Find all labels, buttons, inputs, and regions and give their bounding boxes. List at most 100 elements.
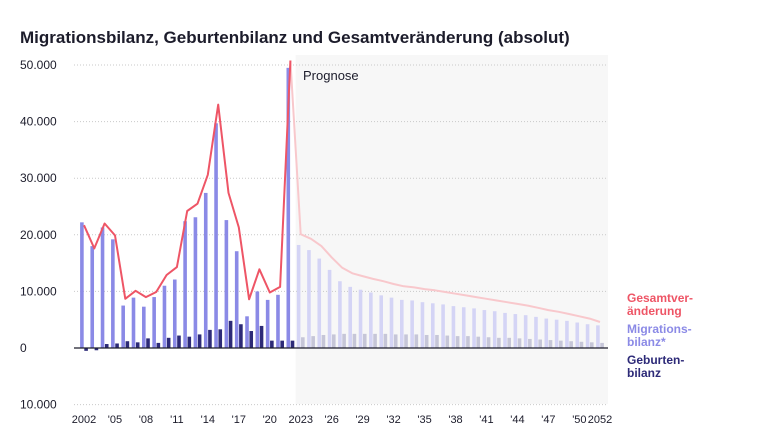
bar-geburtenbilanz-2020 (270, 340, 274, 348)
x-tick-label-2017: '17 (232, 414, 246, 426)
bar-migrationsbilanz-2052 (596, 325, 600, 348)
bar-geburtenbilanz-2035 (424, 334, 429, 348)
bar-geburtenbilanz-2003 (94, 348, 99, 351)
bar-geburtenbilanz-2024 (311, 336, 315, 348)
bar-migrationsbilanz-2034 (410, 300, 414, 348)
bar-geburtenbilanz-2036 (435, 334, 439, 348)
bar-migrationsbilanz-2006 (121, 305, 125, 348)
bar-geburtenbilanz-2034 (414, 334, 419, 348)
legend-births: Geburten- bilanz (627, 354, 684, 380)
bar-migrationsbilanz-2012 (183, 221, 187, 348)
bar-geburtenbilanz-2045 (528, 338, 532, 348)
bar-migrationsbilanz-2044 (513, 314, 518, 348)
bar-migrationsbilanz-2015 (214, 123, 218, 348)
bar-migrationsbilanz-2047 (544, 318, 549, 348)
bar-migrationsbilanz-2037 (441, 304, 445, 348)
bar-migrationsbilanz-2039 (461, 307, 466, 348)
bar-geburtenbilanz-2051 (589, 342, 594, 348)
bar-geburtenbilanz-2012 (187, 336, 192, 348)
bar-geburtenbilanz-2022 (290, 340, 295, 348)
bar-migrationsbilanz-2051 (585, 324, 590, 348)
bar-geburtenbilanz-2019 (259, 325, 264, 348)
bar-migrationsbilanz-2002 (80, 222, 84, 348)
bar-geburtenbilanz-2042 (497, 337, 501, 348)
bar-migrationsbilanz-2026 (327, 269, 332, 348)
bar-migrationsbilanz-2036 (430, 303, 435, 348)
bar-geburtenbilanz-2040 (476, 336, 481, 348)
bar-migrationsbilanz-2035 (420, 302, 425, 348)
bar-geburtenbilanz-2038 (455, 336, 460, 348)
bar-migrationsbilanz-2031 (379, 295, 383, 348)
bar-geburtenbilanz-2004 (104, 344, 109, 348)
forecast-background (295, 55, 608, 404)
bar-migrationsbilanz-2033 (400, 299, 404, 348)
bar-migrationsbilanz-2013 (193, 217, 198, 348)
bar-geburtenbilanz-2008 (146, 338, 150, 348)
bar-migrationsbilanz-2041 (482, 310, 487, 348)
bar-migrationsbilanz-2032 (389, 297, 394, 348)
bar-migrationsbilanz-2007 (131, 297, 136, 348)
bar-migrationsbilanz-2004 (100, 227, 105, 348)
bar-migrationsbilanz-2023 (296, 244, 301, 348)
y-tick-label-6: 10.000 (20, 398, 57, 412)
x-tick-label-2011: '11 (170, 414, 184, 426)
bar-migrationsbilanz-2010 (162, 285, 167, 348)
x-tick-label-2005: '05 (108, 414, 122, 426)
legend-births-line1: Geburten- (627, 353, 685, 367)
line-gesamtveraenderung-forecast (289, 60, 601, 323)
y-tick-label-4: 10.000 (20, 284, 57, 298)
bar-geburtenbilanz-2047 (548, 340, 553, 348)
bar-geburtenbilanz-2006 (125, 341, 130, 348)
bar-migrationsbilanz-2011 (172, 279, 177, 348)
x-tick-label-2026: '26 (325, 414, 339, 426)
bar-geburtenbilanz-2048 (559, 340, 563, 348)
bar-geburtenbilanz-2029 (362, 333, 367, 348)
bar-migrationsbilanz-2046 (534, 316, 538, 348)
bar-geburtenbilanz-2049 (569, 341, 573, 348)
bar-geburtenbilanz-2025 (321, 334, 326, 348)
legend-total-line2: änderung (627, 304, 682, 318)
legend-total: Gesamtver- änderung (627, 292, 693, 318)
line-gesamtveraenderung (83, 60, 292, 301)
x-tick-label-2038: '38 (448, 414, 462, 426)
forecast-label: Prognose (303, 68, 359, 83)
bar-migrationsbilanz-2027 (338, 281, 342, 348)
x-tick-label-2050: '50 (572, 414, 586, 426)
bar-migrationsbilanz-2050 (575, 322, 580, 348)
legend-births-line2: bilanz (627, 366, 662, 380)
bar-geburtenbilanz-2044 (517, 338, 522, 348)
legend-migration-line1: Migrations- (627, 322, 692, 336)
bar-geburtenbilanz-2050 (579, 341, 584, 348)
y-tick-label-5: 0 (20, 341, 27, 355)
legend-migration: Migrations- bilanz* (627, 323, 692, 349)
bar-migrationsbilanz-2045 (523, 315, 528, 348)
bar-geburtenbilanz-2016 (228, 320, 233, 348)
bar-geburtenbilanz-2023 (301, 337, 305, 348)
x-tick-label-2041: '41 (479, 414, 493, 426)
bar-geburtenbilanz-2009 (156, 342, 161, 348)
bar-geburtenbilanz-2043 (507, 337, 512, 348)
bar-geburtenbilanz-2018 (249, 331, 254, 348)
bar-migrationsbilanz-2017 (234, 251, 239, 348)
bar-migrationsbilanz-2021 (276, 294, 280, 348)
bar-migrationsbilanz-2042 (492, 311, 497, 348)
bar-migrationsbilanz-2020 (265, 299, 270, 348)
y-tick-label-0: 50.000 (20, 58, 57, 72)
x-tick-label-2032: '32 (386, 414, 400, 426)
chart-title: Migrationsbilanz, Geburtenbilanz und Ges… (20, 28, 570, 47)
bar-migrationsbilanz-2003 (90, 246, 95, 348)
legend-migration-line2: bilanz* (627, 335, 666, 349)
bar-geburtenbilanz-2046 (538, 339, 542, 348)
bar-migrationsbilanz-2008 (142, 306, 146, 348)
bar-migrationsbilanz-2028 (348, 286, 353, 348)
bar-geburtenbilanz-2033 (404, 334, 408, 348)
bar-migrationsbilanz-2024 (307, 250, 311, 348)
bar-geburtenbilanz-2014 (208, 329, 212, 348)
x-tick-label-2044: '44 (510, 414, 524, 426)
bar-geburtenbilanz-2030 (373, 333, 377, 348)
bar-migrationsbilanz-2040 (472, 308, 476, 348)
bar-geburtenbilanz-2039 (466, 336, 470, 348)
bar-migrationsbilanz-2049 (565, 320, 569, 348)
bar-migrationsbilanz-2014 (203, 192, 208, 348)
